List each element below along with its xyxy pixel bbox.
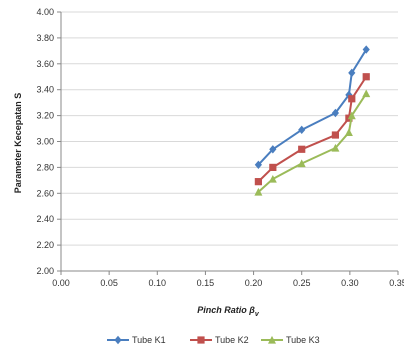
x-tick-label-3: 0.15	[197, 278, 215, 288]
legend-marker-3	[268, 335, 276, 344]
y-tick-label-6: 3.20	[36, 111, 54, 121]
y-tick-label-9: 3.80	[36, 33, 54, 43]
x-tick-label-6: 0.30	[341, 278, 359, 288]
series-2-point-4	[331, 131, 340, 139]
series-3-point-7	[362, 89, 371, 98]
x-tick-label-4: 0.20	[245, 278, 263, 288]
gridlines	[61, 11, 398, 272]
y-tick-label-7: 3.40	[36, 85, 54, 95]
x-axis-title: Pinch Ratio βv	[197, 305, 260, 318]
x-tick-labels: 0.00 0.05 0.10 0.15 0.20 0.25 0.30 0.35	[52, 271, 404, 288]
y-tick-label-4: 2.80	[36, 162, 54, 172]
legend-marker-1	[114, 335, 122, 345]
series-layer	[254, 45, 371, 196]
legend-marker-2	[197, 336, 205, 344]
series-2-point-1	[254, 178, 262, 186]
series-2-point-3	[298, 145, 306, 153]
legend-label-1: Tube K1	[132, 335, 166, 345]
series-2-point-7	[362, 73, 370, 81]
y-axis-title: Parameter Kecepatan S	[13, 93, 23, 194]
legend-item-2: Tube K2	[190, 335, 249, 345]
y-tick-label-2: 2.40	[36, 214, 54, 224]
x-axis-title-subscript: v	[255, 311, 260, 318]
series-3-point-6	[347, 111, 356, 120]
y-tick-label-10: 4.00	[36, 7, 54, 17]
x-tick-label-2: 0.10	[149, 278, 167, 288]
x-tick-label-5: 0.25	[293, 278, 311, 288]
series-1	[254, 45, 370, 170]
series-1-point-3	[298, 125, 306, 135]
x-tick-label-0: 0.00	[52, 278, 70, 288]
series-3	[254, 89, 371, 196]
series-3-point-5	[344, 128, 353, 137]
series-1-point-7	[362, 45, 370, 54]
y-tick-label-0: 2.00	[36, 266, 54, 276]
y-tick-label-3: 2.60	[36, 188, 54, 198]
y-tick-label-5: 3.00	[36, 137, 54, 147]
legend-label-2: Tube K2	[215, 335, 249, 345]
legend-label-3: Tube K3	[286, 335, 320, 345]
series-2-point-2	[269, 163, 277, 171]
legend-item-1: Tube K1	[107, 335, 166, 345]
x-tick-label-1: 0.05	[100, 278, 118, 288]
series-1-point-6	[348, 68, 356, 78]
legend: Tube K1 Tube K2 Tube K3	[107, 335, 320, 345]
series-3-point-3	[297, 159, 306, 168]
series-3-point-1	[254, 187, 263, 196]
y-tick-labels: 2.00 2.20 2.40 2.60 2.80 3.00 3.20 3.40 3.60 3.80…	[36, 7, 61, 276]
series-2-point-6	[348, 95, 356, 103]
series-1-point-4	[331, 108, 340, 118]
series-3-point-4	[331, 143, 340, 152]
legend-item-3: Tube K3	[261, 335, 320, 345]
series-1-point-2	[269, 145, 277, 154]
series-1-point-1	[254, 160, 262, 170]
y-tick-label-1: 2.20	[36, 240, 54, 250]
x-tick-label-7: 0.35	[389, 278, 404, 288]
x-axis-title-main: Pinch Ratio β	[197, 305, 255, 315]
series-3-point-2	[268, 174, 277, 183]
y-tick-label-8: 3.60	[36, 59, 54, 69]
